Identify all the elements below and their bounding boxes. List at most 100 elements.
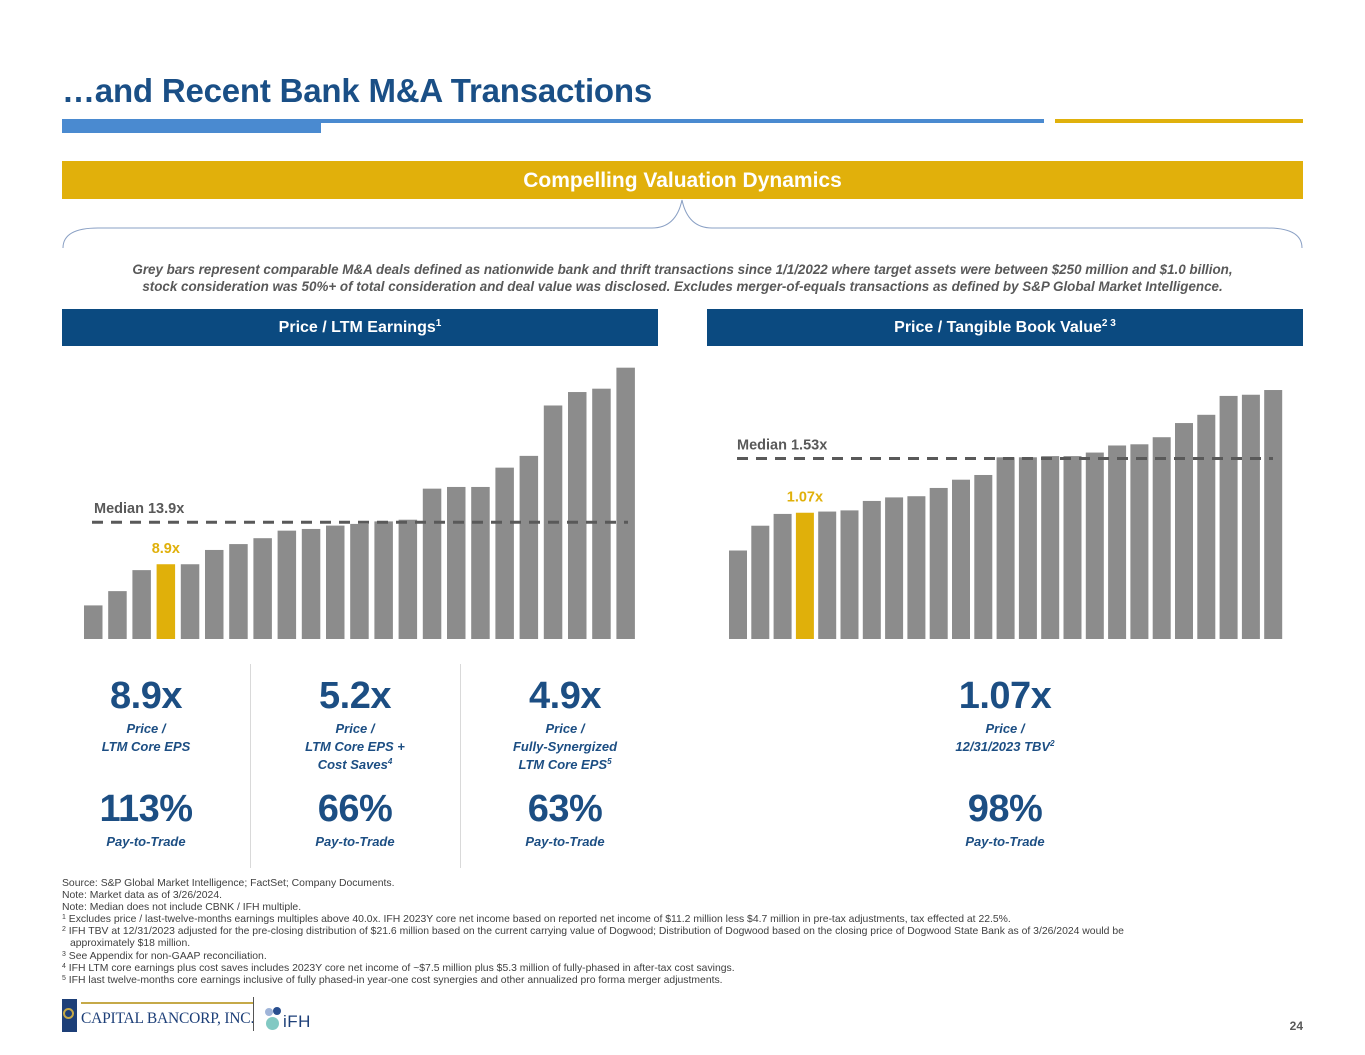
bar [1041, 456, 1060, 639]
pay-label: Pay-to-Trade [106, 834, 186, 849]
bar [1152, 437, 1171, 639]
bar [180, 564, 200, 639]
footnote-text: See Appendix for non-GAAP reconciliation… [65, 950, 267, 962]
metric-pe-synergized: 4.9x Price / Fully-Synergized LTM Core EPS… [465, 675, 665, 849]
bar [862, 500, 881, 639]
metric-divider [460, 664, 461, 868]
logo-separator [253, 997, 254, 1031]
bar [818, 511, 837, 639]
metric-ptbv: 1.07x Price /12/31/2023 TBV2 98% Pay-to-… [905, 675, 1105, 849]
bar [974, 474, 993, 639]
footnote-number: 2 [62, 926, 66, 934]
bar [1130, 444, 1149, 639]
pay-value: 63% [527, 788, 603, 830]
curly-brace [62, 199, 1303, 249]
chart-header-pe: Price / LTM Earnings1 [62, 309, 658, 346]
bar-highlight-ifh [156, 564, 176, 639]
ifh-dots-icon [264, 1006, 282, 1032]
footnote-number: 4 [62, 962, 66, 970]
bar [729, 550, 747, 639]
section-banner: Compelling Valuation Dynamics [62, 161, 1303, 199]
bar [326, 525, 345, 639]
bar [84, 605, 103, 639]
metric-pe-core: 8.9x Price / LTM Core EPS 113% Pay-to-Tra… [46, 675, 246, 849]
pay-to-trade: 98% Pay-to-Trade [905, 789, 1105, 851]
footnote: 1 Excludes price / last-twelve-months ea… [62, 914, 1312, 926]
bar [277, 530, 297, 639]
footnote: 3 See Appendix for non-GAAP reconciliati… [62, 951, 1312, 963]
footnote-text: Note: Market data as of 3/26/2024. [62, 890, 222, 902]
footnote-text: Excludes price / last-twelve-months earn… [65, 914, 1011, 926]
footnote: 4 IFH LTM core earnings plus cost saves … [62, 963, 1312, 975]
bar [374, 521, 393, 639]
footnote-text: IFH TBV at 12/31/2023 adjusted for the p… [65, 926, 1124, 938]
metric-desc: Price /12/31/2023 TBV2 [955, 721, 1055, 754]
chart-title: Price / Tangible Book Value [894, 319, 1102, 336]
bar [1219, 395, 1238, 639]
footnotes: Source: S&P Global Market Intelligence; … [62, 878, 1312, 987]
footnote-number: 3 [62, 950, 66, 958]
footnote-text: Note: Median does not include CBNK / IFH… [62, 902, 302, 914]
metric-value: 8.9x [110, 675, 182, 717]
bar [398, 519, 418, 639]
bar [301, 528, 321, 639]
footnote-text: IFH LTM core earnings plus cost saves in… [65, 962, 735, 974]
metric-value: 4.9x [529, 675, 601, 717]
page-number: 24 [1289, 1019, 1303, 1033]
bar [1085, 452, 1104, 639]
capital-bancorp-logo: CAPITAL BANCORP, INC. [62, 998, 254, 1032]
bar [907, 496, 926, 639]
pay-to-trade: 113% Pay-to-Trade [46, 789, 246, 851]
ptbv-bar-chart: 1.07x Median 1.53x [729, 390, 1283, 639]
bar [840, 510, 859, 639]
title-rule-gold [1055, 119, 1303, 123]
footnote-ref: 2 3 [1101, 318, 1116, 329]
description-line: stock consideration was 50%+ of total co… [142, 279, 1223, 294]
bar [751, 525, 770, 639]
bar [132, 570, 151, 639]
highlight-label: 1.07x [787, 490, 823, 506]
title-rule [62, 119, 1044, 123]
footnote-text: Source: S&P Global Market Intelligence; … [62, 878, 395, 889]
ifh-wordmark: iFH [283, 1012, 311, 1031]
metric-value: 5.2x [319, 675, 391, 717]
metric-desc: Price / LTM Core EPS [101, 721, 191, 754]
highlight-label: 8.9x [152, 541, 180, 557]
bar [1175, 423, 1193, 639]
bar [447, 486, 466, 639]
footnote: Note: Median does not include CBNK / IFH… [62, 902, 1312, 914]
bar [1018, 457, 1037, 639]
metric-desc: Price / LTM Core EPS + Cost Saves4 [305, 721, 405, 772]
footnote-text: IFH last twelve-months core earnings inc… [65, 974, 723, 986]
bar [350, 523, 369, 639]
footnote: Source: S&P Global Market Intelligence; … [62, 878, 1312, 890]
bar [229, 544, 248, 639]
footnote-ref: 1 [435, 318, 442, 329]
bar-highlight-ifh [795, 512, 814, 639]
bar [616, 367, 635, 639]
capital-bancorp-wordmark: CAPITAL BANCORP, INC. [81, 1002, 254, 1028]
pe-bar-chart: 8.9x Median 13.9x [84, 367, 635, 639]
ifh-logo: iFH [264, 1002, 311, 1032]
footnote: 5 IFH last twelve-months core earnings i… [62, 975, 1312, 987]
footnote-text: approximately $18 million. [70, 938, 191, 950]
bar [1108, 445, 1127, 639]
pay-to-trade: 63% Pay-to-Trade [465, 789, 665, 851]
bar [422, 488, 442, 639]
median-label: Median 13.9x [94, 501, 184, 517]
pay-label: Pay-to-Trade [525, 834, 605, 849]
bar [885, 497, 904, 639]
description-line: Grey bars represent comparable M&A deals… [132, 262, 1233, 277]
pay-to-trade: 66% Pay-to-Trade [255, 789, 455, 851]
bar [1264, 390, 1283, 639]
metric-divider [250, 664, 251, 868]
title-rule-accent [62, 119, 321, 133]
capital-bancorp-mark-icon [62, 998, 77, 1032]
pay-value: 66% [317, 788, 393, 830]
bar [773, 513, 792, 639]
footnote-number: 5 [62, 974, 66, 982]
bar [205, 549, 224, 639]
metric-value: 1.07x [958, 675, 1052, 717]
bar [996, 457, 1015, 639]
page-title: …and Recent Bank M&A Transactions [62, 72, 652, 109]
